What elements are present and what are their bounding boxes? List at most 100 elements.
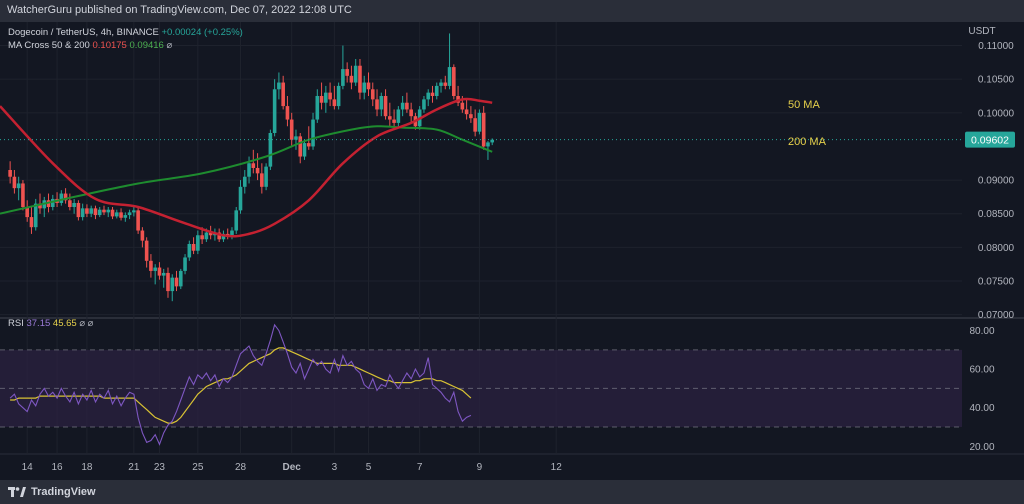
ma200-line [0,125,493,215]
candle-body [136,210,140,231]
candle-body [443,82,448,86]
current-price-label: 0.09602 [971,135,1009,147]
candle-body [281,82,285,107]
price-tick-label: 0.09000 [978,176,1015,187]
candle-body [183,257,187,271]
candle-body [234,210,239,231]
price-chart[interactable]: 0.11000 0.10500 0.10000 0.09000 0.08500 0.080… [0,22,1024,480]
candle-body [247,163,251,177]
rsi-settings-icon[interactable]: ⌀ ⌀ [79,318,94,329]
candle-body [208,232,213,236]
ma200-annotation: 200 MA [788,136,827,148]
candle-body [392,119,396,123]
candle-body [490,139,495,143]
candle-body [358,65,362,93]
eye-icon[interactable]: ⌀ [166,40,173,51]
candle-body [341,69,345,86]
candle-body [166,272,170,292]
candle-body [72,202,76,207]
footer-bar [0,480,1024,504]
time-tick-label: 18 [81,462,93,473]
price-tick-label: 0.08000 [978,243,1015,254]
ma-label: MA Cross 50 & 200 [8,40,90,51]
candle-body [132,210,136,213]
rsi-label: RSI [8,318,24,329]
ma50-line [0,97,493,238]
candle-body [140,230,145,241]
tradingview-brand: TradingView [31,486,96,498]
candle-body [89,208,93,214]
time-tick-label: 14 [22,462,34,473]
candle-body [260,173,264,187]
candle-body [477,112,482,132]
candle-body [12,176,17,189]
candle-body [383,96,388,117]
price-tick-label: 0.07000 [978,310,1015,321]
candle-body [230,230,234,237]
candle-body [486,142,490,147]
candle-body [264,166,268,187]
candle-body [298,136,303,157]
price-tick-label: 0.08500 [978,209,1015,220]
candle-body [204,232,209,240]
rsi-tick-label: 60.00 [969,365,994,376]
candle-body [114,212,119,217]
time-tick-label: 12 [551,462,563,473]
current-price-badge [965,131,1015,148]
candle-body [110,209,115,217]
candle-body [25,207,29,218]
ma50-value: 0.10175 [92,40,127,51]
candle-body [430,92,435,96]
candle-body [285,106,290,120]
candle-body [85,208,89,214]
time-tick-label: 21 [128,462,140,473]
candle-body [306,143,311,147]
candle-body [178,270,183,287]
candle-body [289,119,294,140]
candle-body [396,109,401,123]
candle-body [127,212,132,216]
candle-body [68,200,72,207]
candle-body [481,112,486,147]
time-tick-label: 3 [332,462,338,473]
time-tick-label: Dec [283,462,302,473]
candle-body [405,102,409,110]
candle-body [29,217,34,228]
price-tick-label: 0.11000 [978,41,1014,52]
candle-body [426,92,431,100]
candle-body [21,183,25,207]
ma200-value: 0.09416 [129,40,164,51]
price-tick-label: 0.10500 [978,75,1015,86]
candle-body [422,99,426,110]
candle-body [191,244,196,251]
candle-body [38,203,42,209]
candle-body [434,85,439,96]
candle-body [93,208,98,216]
time-tick-label: 23 [154,462,166,473]
candle-body [388,116,392,120]
price-tick-label: 0.10000 [978,108,1015,119]
candle-body [375,99,379,110]
candle-body [370,89,375,100]
candle-body [33,203,38,228]
candle-body [97,209,102,216]
candle-body [319,96,324,103]
publish-header-text: WatcherGuru published on TradingView.com… [7,4,352,16]
rsi-value: 37.15 [26,318,51,329]
time-tick-label: 25 [192,462,204,473]
candle-body [268,133,273,167]
candle-body [221,233,226,240]
symbol-label: Dogecoin / TetherUS, 4h, BINANCE [8,27,159,38]
candle-body [217,232,221,240]
time-tick-label: 5 [366,462,372,473]
tradingview-logo[interactable]: TradingView [8,486,96,498]
candle-body [464,109,469,115]
candle-body [362,82,367,93]
candle-body [366,82,371,90]
price-change: +0.00024 (+0.25%) [161,27,243,38]
candle-body [157,267,162,276]
candle-body [119,212,123,218]
time-tick-label: 9 [477,462,483,473]
candle-body [8,170,12,177]
candle-body [251,163,256,168]
